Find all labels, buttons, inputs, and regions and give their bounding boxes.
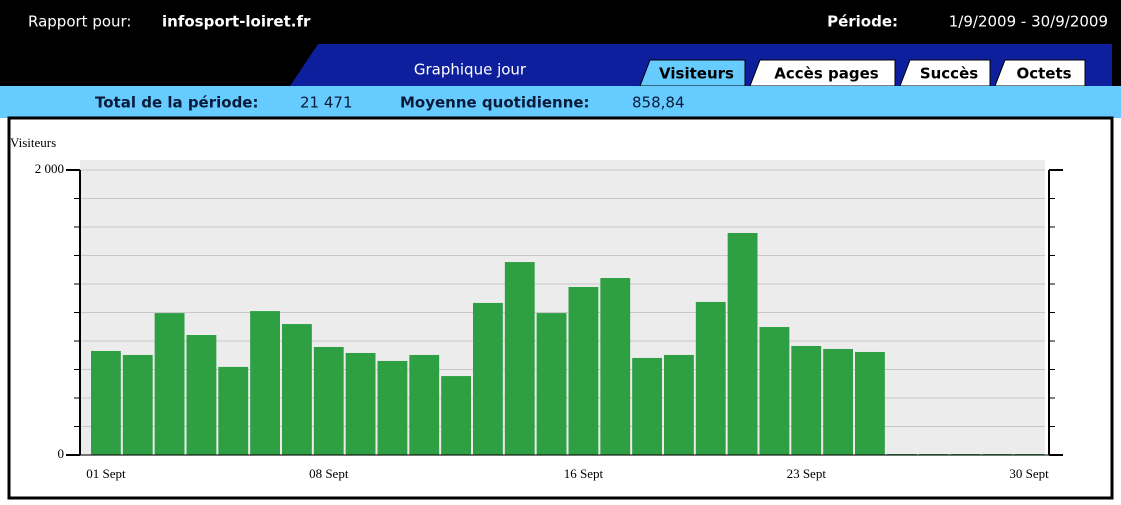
x-tick-label: 16 Sept: [564, 466, 604, 481]
bar: [823, 348, 853, 455]
bar: [154, 313, 185, 455]
tab[interactable]: Succès: [899, 59, 991, 87]
bar: [91, 350, 121, 455]
section-title: Graphique jour: [414, 61, 527, 79]
tab-label: Visiteurs: [659, 65, 734, 83]
period: 1/9/2009 - 30/9/2009: [949, 13, 1108, 31]
total-label: Total de la période:: [95, 94, 258, 112]
report-label: Rapport pour:: [28, 13, 131, 31]
bar: [377, 360, 408, 455]
bar: [409, 354, 440, 455]
bar: [250, 311, 280, 455]
bar: [504, 262, 535, 455]
average-label: Moyenne quotidienne:: [400, 94, 590, 112]
bar: [855, 351, 885, 455]
bar: [218, 366, 249, 455]
tabs: Visiteurs Accès pages Succès Octets: [639, 59, 1086, 87]
bar: [664, 354, 694, 455]
bar: [695, 301, 726, 455]
chart-frame: [7, 116, 1114, 500]
bar: [186, 335, 217, 455]
x-tick-label: 08 Sept: [309, 466, 349, 481]
bar: [568, 286, 599, 455]
tab-label: Succès: [920, 65, 978, 83]
bar: [313, 346, 344, 455]
x-tick-label: 30 Sept: [1009, 466, 1049, 481]
bar: [122, 354, 153, 455]
x-tick-label: 01 Sept: [86, 466, 126, 481]
y-axis-label: Visiteurs: [10, 135, 56, 150]
bar: [536, 313, 567, 455]
tab[interactable]: Octets: [994, 59, 1086, 87]
bar: [345, 352, 376, 455]
y-tick-label: 2 000: [35, 161, 64, 176]
x-tick-label: 23 Sept: [787, 466, 827, 481]
tab-label: Octets: [1016, 65, 1071, 83]
bar: [600, 278, 631, 455]
bar: [791, 345, 822, 455]
y-tick-label: 0: [58, 446, 65, 461]
bar: [473, 302, 503, 455]
total-value: 21 471: [300, 94, 353, 112]
summary-bar: [0, 86, 1121, 118]
bar: [632, 357, 662, 455]
site-name: infosport-loiret.fr: [162, 13, 311, 31]
period-label: Période:: [827, 13, 898, 31]
bar: [759, 327, 790, 455]
bar: [727, 232, 758, 455]
tab[interactable]: Accès pages: [749, 59, 896, 87]
bar: [441, 376, 471, 455]
bar: [282, 324, 312, 455]
chart: 0 2 000 01 Sept 08 Sept 16 Sept 23 Sept 30 Sep…: [35, 161, 1063, 481]
average-value: 858,84: [632, 94, 685, 112]
tab-label: Accès pages: [774, 65, 878, 83]
tab[interactable]: Visiteurs: [639, 59, 746, 87]
